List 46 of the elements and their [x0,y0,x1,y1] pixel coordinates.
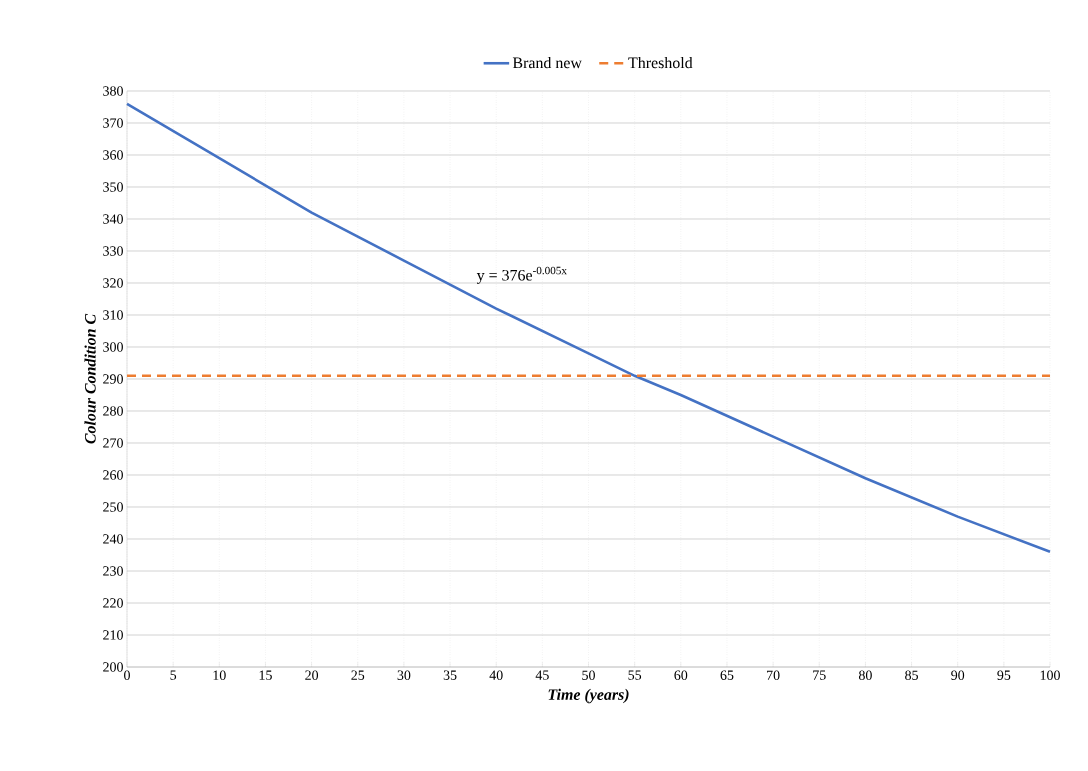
y-tick-label: 260 [103,470,123,480]
x-tick-label: 55 [628,670,642,680]
y-axis-title: Colour Condition C [84,313,96,444]
y-tick-label: 280 [103,406,123,416]
y-tick-label: 240 [103,534,123,544]
annotation: y = 376e$^{-0.005x}$ [476,266,567,284]
y-tick-label: 210 [103,630,123,640]
y-tick-label: 200 [103,662,123,672]
x-tick-label: 95 [997,670,1011,680]
y-tick-label: 340 [103,214,123,224]
y-tick-label: 290 [103,374,123,384]
x-tick-label: 0 [124,670,130,680]
y-tick-label: 380 [103,86,123,96]
y-tick-label: 350 [103,182,123,192]
x-tick-label: 65 [720,670,734,680]
y-tick-label: 330 [103,246,123,256]
x-tick-label: 85 [905,670,918,680]
x-tick-label: 10 [213,670,226,680]
x-tick-label: 45 [535,670,549,680]
y-tick-label: 220 [103,598,123,608]
legend-label: Brand new [512,56,582,69]
line-series [125,102,1052,554]
x-tick-label: 40 [489,670,503,680]
x-tick-label: 25 [351,670,365,680]
y-tick-label: 250 [103,502,123,512]
y-tick-label: 320 [103,278,123,288]
y-tick-label: 370 [103,118,123,128]
x-tick-label: 50 [582,670,595,680]
y-tick-label: 270 [103,438,123,448]
y-tick-label: 360 [103,150,123,160]
x-tick-label: 30 [397,670,411,680]
x-tick-label: 100 [1040,670,1060,680]
x-tick-label: 5 [170,670,177,680]
x-tick-label: 35 [443,670,457,680]
y-tick-label: 310 [103,310,123,320]
y-tick-label: 300 [103,342,123,352]
x-tick-label: 20 [305,670,319,680]
x-tick-label: 60 [674,670,688,680]
x-tick-label: 80 [858,670,872,680]
x-tick-label: 90 [951,670,965,680]
x-tick-label: 75 [813,670,826,680]
x-tick-label: 70 [767,670,780,680]
x-tick-label: 15 [259,670,272,680]
y-tick-label: 230 [103,566,123,576]
x-axis-title: Time (years) [548,688,629,704]
legend-label: Threshold [628,56,693,69]
